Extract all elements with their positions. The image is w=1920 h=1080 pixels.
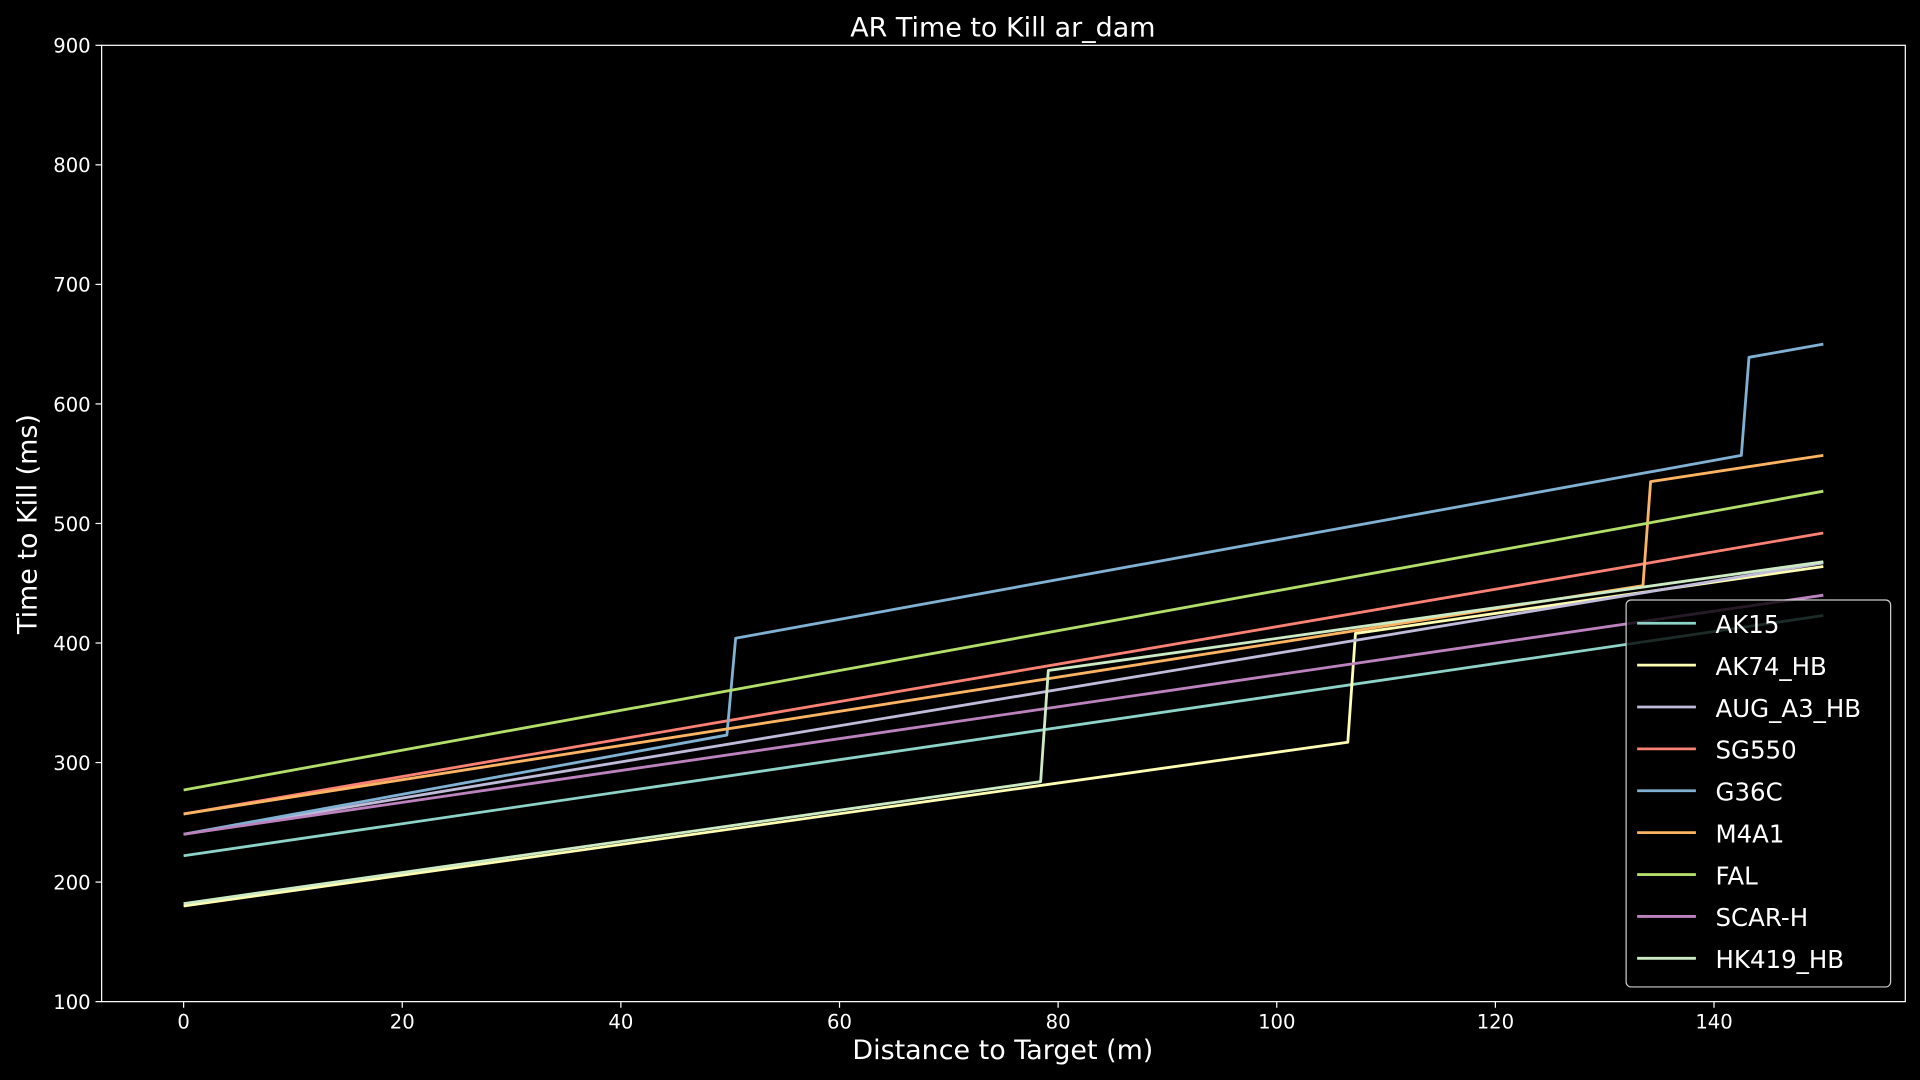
y-tick-label: 500 — [53, 513, 90, 536]
x-tick-label: 0 — [177, 1011, 189, 1034]
series-line-ak15 — [183, 614, 1824, 858]
x-tick-label: 40 — [608, 1011, 633, 1034]
legend-label: M4A1 — [1716, 819, 1785, 848]
y-tick-label: 300 — [53, 752, 90, 775]
y-tick-label: 400 — [53, 632, 90, 655]
y-axis-label: Time to Kill (ms) — [13, 414, 44, 635]
series-line-m4a1 — [183, 453, 1824, 816]
y-tick-label: 900 — [53, 35, 90, 58]
x-axis-label: Distance to Target (m) — [852, 1035, 1153, 1066]
legend-label: AK15 — [1716, 610, 1780, 639]
y-tick-label: 800 — [53, 154, 90, 177]
legend-label: HK419_HB — [1716, 945, 1845, 974]
series-line-hk419_hb — [183, 560, 1824, 906]
y-tick-label: 100 — [53, 991, 90, 1014]
x-tick-label: 80 — [1046, 1011, 1071, 1034]
y-tick-label: 700 — [53, 274, 90, 297]
legend-label: AK74_HB — [1716, 652, 1827, 681]
series-line-sg550 — [183, 531, 1824, 816]
legend-label: SCAR-H — [1716, 903, 1809, 932]
series-line-scar-h — [183, 593, 1824, 836]
chart-title: AR Time to Kill ar_dam — [850, 13, 1155, 44]
x-tick-label: 120 — [1477, 1011, 1514, 1034]
x-tick-label: 100 — [1258, 1011, 1295, 1034]
series-line-g36c — [183, 342, 1824, 836]
series-line-fal — [183, 489, 1824, 792]
y-tick-label: 200 — [53, 871, 90, 894]
y-tick-label: 600 — [53, 393, 90, 416]
x-tick-label: 20 — [390, 1011, 415, 1034]
legend-label: G36C — [1716, 778, 1783, 807]
legend-label: AUG_A3_HB — [1716, 694, 1862, 723]
series-line-ak74_hb — [183, 565, 1824, 908]
legend-label: SG550 — [1716, 736, 1797, 765]
legend-box — [1625, 599, 1892, 988]
legend-label: FAL — [1716, 861, 1759, 890]
x-tick-label: 60 — [827, 1011, 852, 1034]
legend: AK15 AK74_HB AUG_A3_HB SG550 G36C M4A1 FAL SCAR… — [1625, 599, 1892, 988]
x-tick-label: 140 — [1695, 1011, 1732, 1034]
series-line-aug_a3_hb — [183, 561, 1824, 836]
